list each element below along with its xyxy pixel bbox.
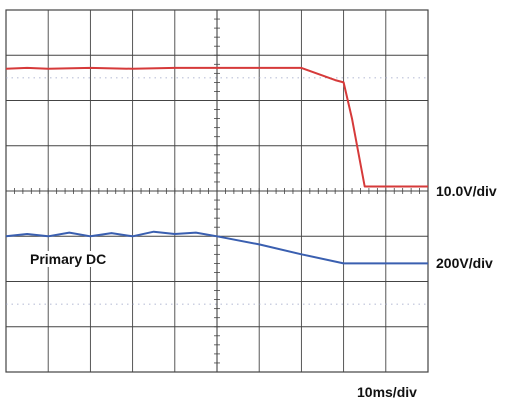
channel2-trace: [5, 230, 428, 265]
timebase-label: 10ms/div: [357, 384, 417, 400]
channel1-scale-label: 10.0V/div: [436, 183, 497, 199]
trace-annotation: Primary DC: [26, 251, 111, 267]
graticule: [5, 9, 429, 373]
traces: [5, 66, 428, 265]
channel2-scale-label: 200V/div: [436, 255, 493, 271]
channel1-trace: [5, 66, 428, 188]
